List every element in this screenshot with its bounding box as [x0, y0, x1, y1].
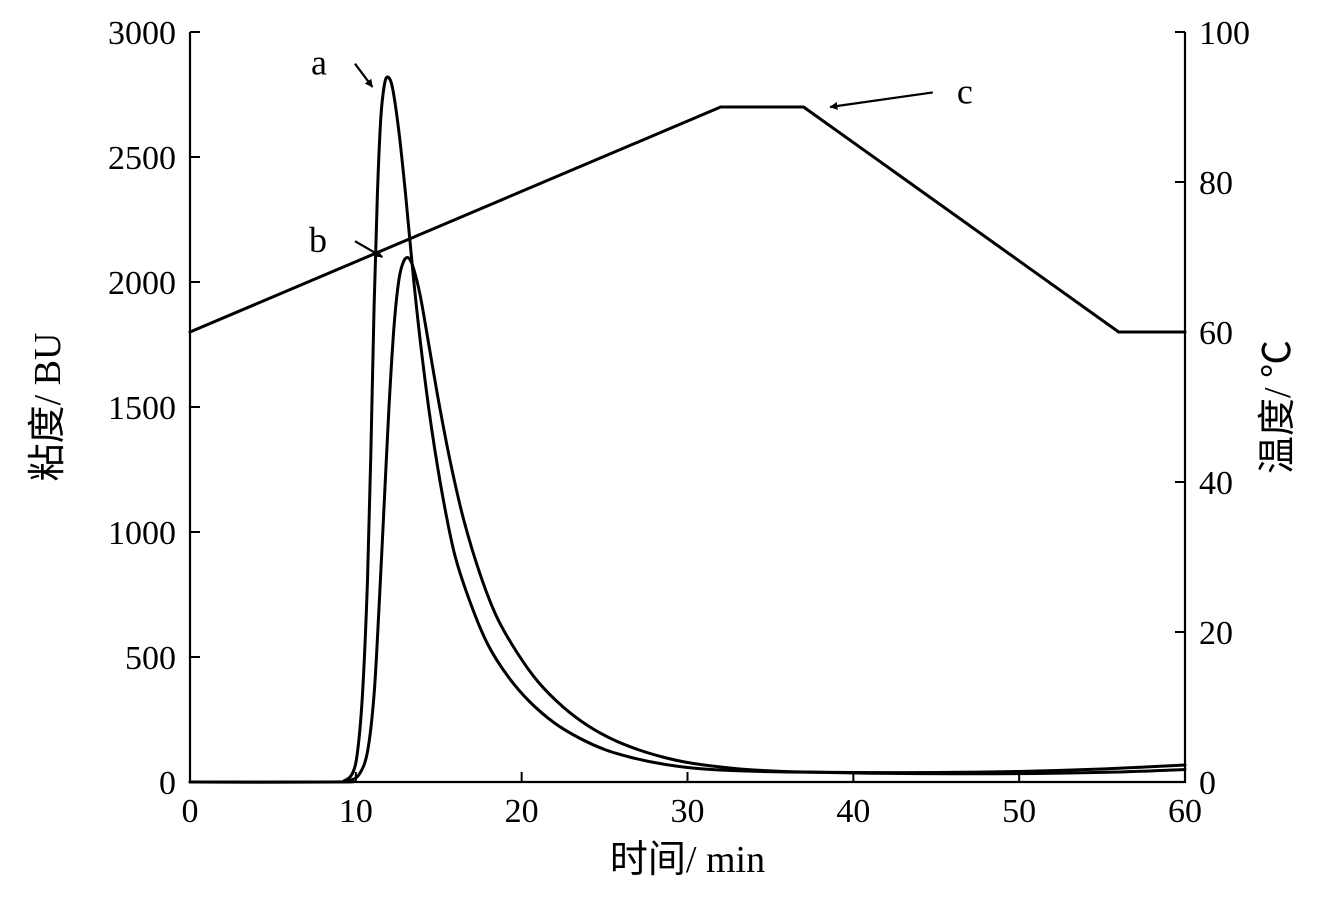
chart-root: 0102030405060时间/ min05001000150020002500… [0, 0, 1331, 906]
x-tick-label: 60 [1168, 793, 1202, 830]
series-a [190, 77, 1185, 782]
series-b [190, 258, 1185, 783]
annotation-label-c: c [957, 71, 973, 111]
y-right-axis-title: 温度/ ℃ [1257, 340, 1299, 474]
x-tick-label: 20 [505, 793, 539, 830]
y-left-axis-title: 粘度/ BU [27, 333, 69, 482]
x-tick-label: 50 [1002, 793, 1036, 830]
annotation-label-b: b [309, 220, 327, 260]
chart-svg: 0102030405060时间/ min05001000150020002500… [0, 0, 1331, 906]
x-tick-label: 0 [182, 793, 199, 830]
y-right-tick-label: 80 [1199, 165, 1233, 202]
y-left-tick-label: 2000 [108, 265, 176, 302]
x-tick-label: 30 [671, 793, 705, 830]
x-axis-title: 时间/ min [610, 839, 765, 881]
y-left-tick-label: 3000 [108, 15, 176, 52]
x-tick-label: 40 [836, 793, 870, 830]
y-left-tick-label: 500 [125, 640, 176, 677]
annotation-label-a: a [311, 43, 327, 83]
y-left-tick-label: 1500 [108, 390, 176, 427]
y-right-tick-label: 20 [1199, 615, 1233, 652]
series-c [190, 107, 1185, 332]
y-left-tick-label: 1000 [108, 515, 176, 552]
annotation-arrow-a [355, 64, 372, 87]
y-right-tick-label: 40 [1199, 465, 1233, 502]
x-tick-label: 10 [339, 793, 373, 830]
y-left-tick-label: 0 [159, 765, 176, 802]
y-right-tick-label: 0 [1199, 765, 1216, 802]
y-right-tick-label: 100 [1199, 15, 1250, 52]
plot-border [190, 32, 1185, 782]
annotation-arrow-c [830, 92, 933, 107]
y-left-tick-label: 2500 [108, 140, 176, 177]
y-right-tick-label: 60 [1199, 315, 1233, 352]
